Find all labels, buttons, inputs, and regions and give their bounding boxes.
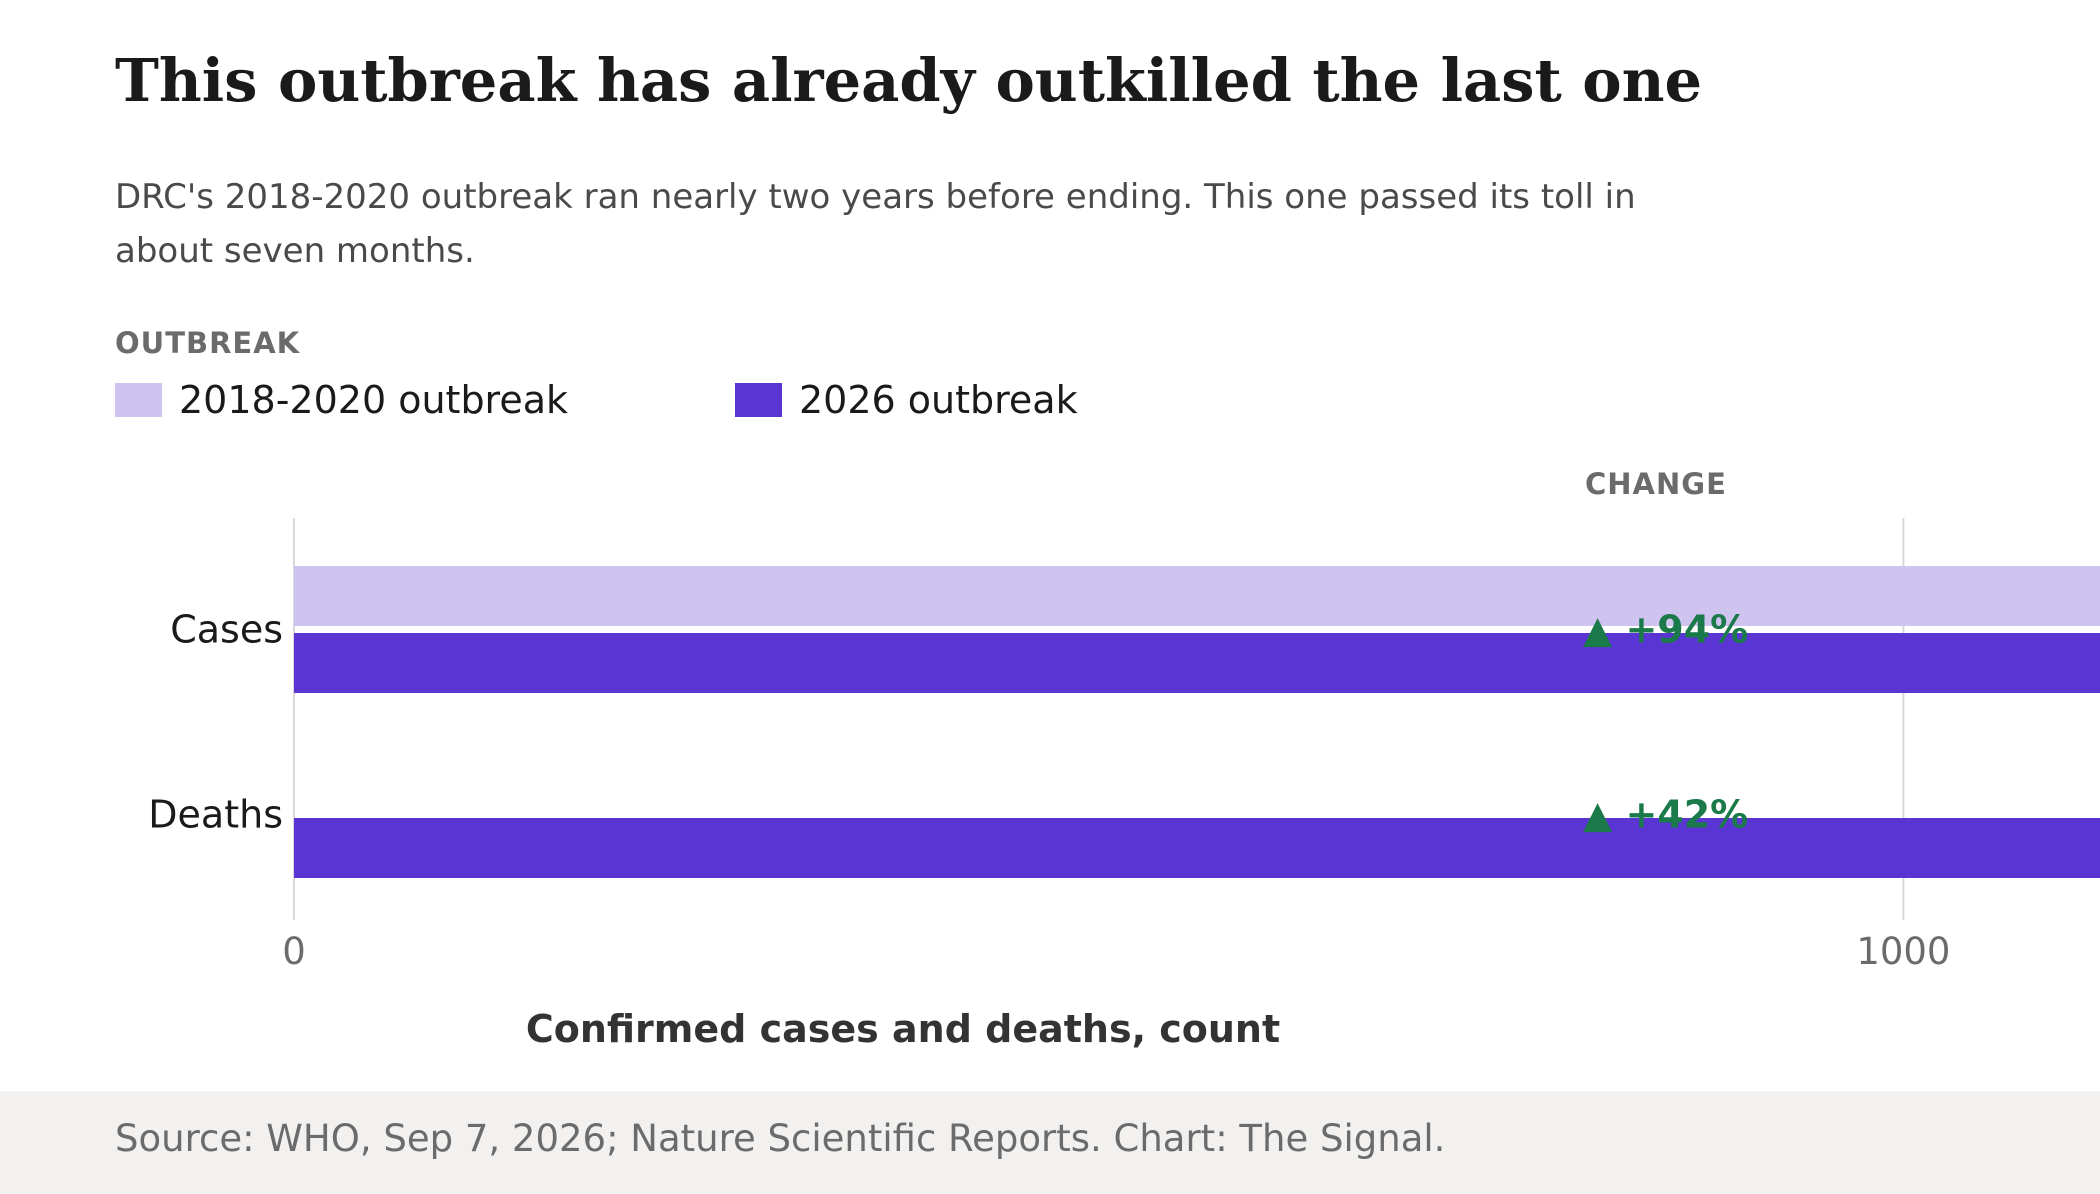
change-column-title: CHANGE — [1585, 467, 1727, 501]
legend-label-2018-2020: 2018-2020 outbreak — [179, 378, 569, 422]
chart-title: This outbreak has already outkilled the … — [115, 46, 1703, 115]
legend-item-2018-2020: 2018-2020 outbreak — [115, 378, 568, 422]
category-label-deaths: Deaths — [148, 793, 283, 837]
change-value-deaths: ▲ +42% — [1583, 793, 1748, 837]
x-tick-label-1000: 1000 — [1856, 930, 1950, 973]
bar-cases-2026 — [294, 633, 2100, 693]
footer: Source: WHO, Sep 7, 2026; Nature Scienti… — [0, 1091, 2100, 1194]
legend-item-2026: 2026 outbreak — [735, 378, 1078, 422]
x-axis-title: Confirmed cases and deaths, count — [526, 1007, 1280, 1051]
bars — [294, 566, 2100, 878]
chart-subtitle: DRC's 2018-2020 outbreak ran nearly two … — [115, 177, 1636, 271]
change-value-cases: ▲ +94% — [1583, 608, 1748, 652]
category-label-cases: Cases — [170, 608, 283, 652]
labels: 01000200030004000500060007000Confirmed c… — [148, 467, 1950, 1051]
bar-cases-2018-2020 — [294, 566, 2100, 626]
legend-label-2026: 2026 outbreak — [799, 378, 1078, 422]
source-note: Source: WHO, Sep 7, 2026; Nature Scienti… — [115, 1117, 1446, 1160]
bar-chart: 01000200030004000500060007000Confirmed c… — [148, 467, 2100, 1051]
legend-swatch-2018-2020 — [115, 383, 162, 417]
legend-swatch-2026 — [735, 383, 782, 417]
bar-deaths-2026 — [294, 818, 2100, 878]
x-tick-label-0: 0 — [282, 930, 306, 973]
legend-title: OUTBREAK — [115, 326, 301, 360]
